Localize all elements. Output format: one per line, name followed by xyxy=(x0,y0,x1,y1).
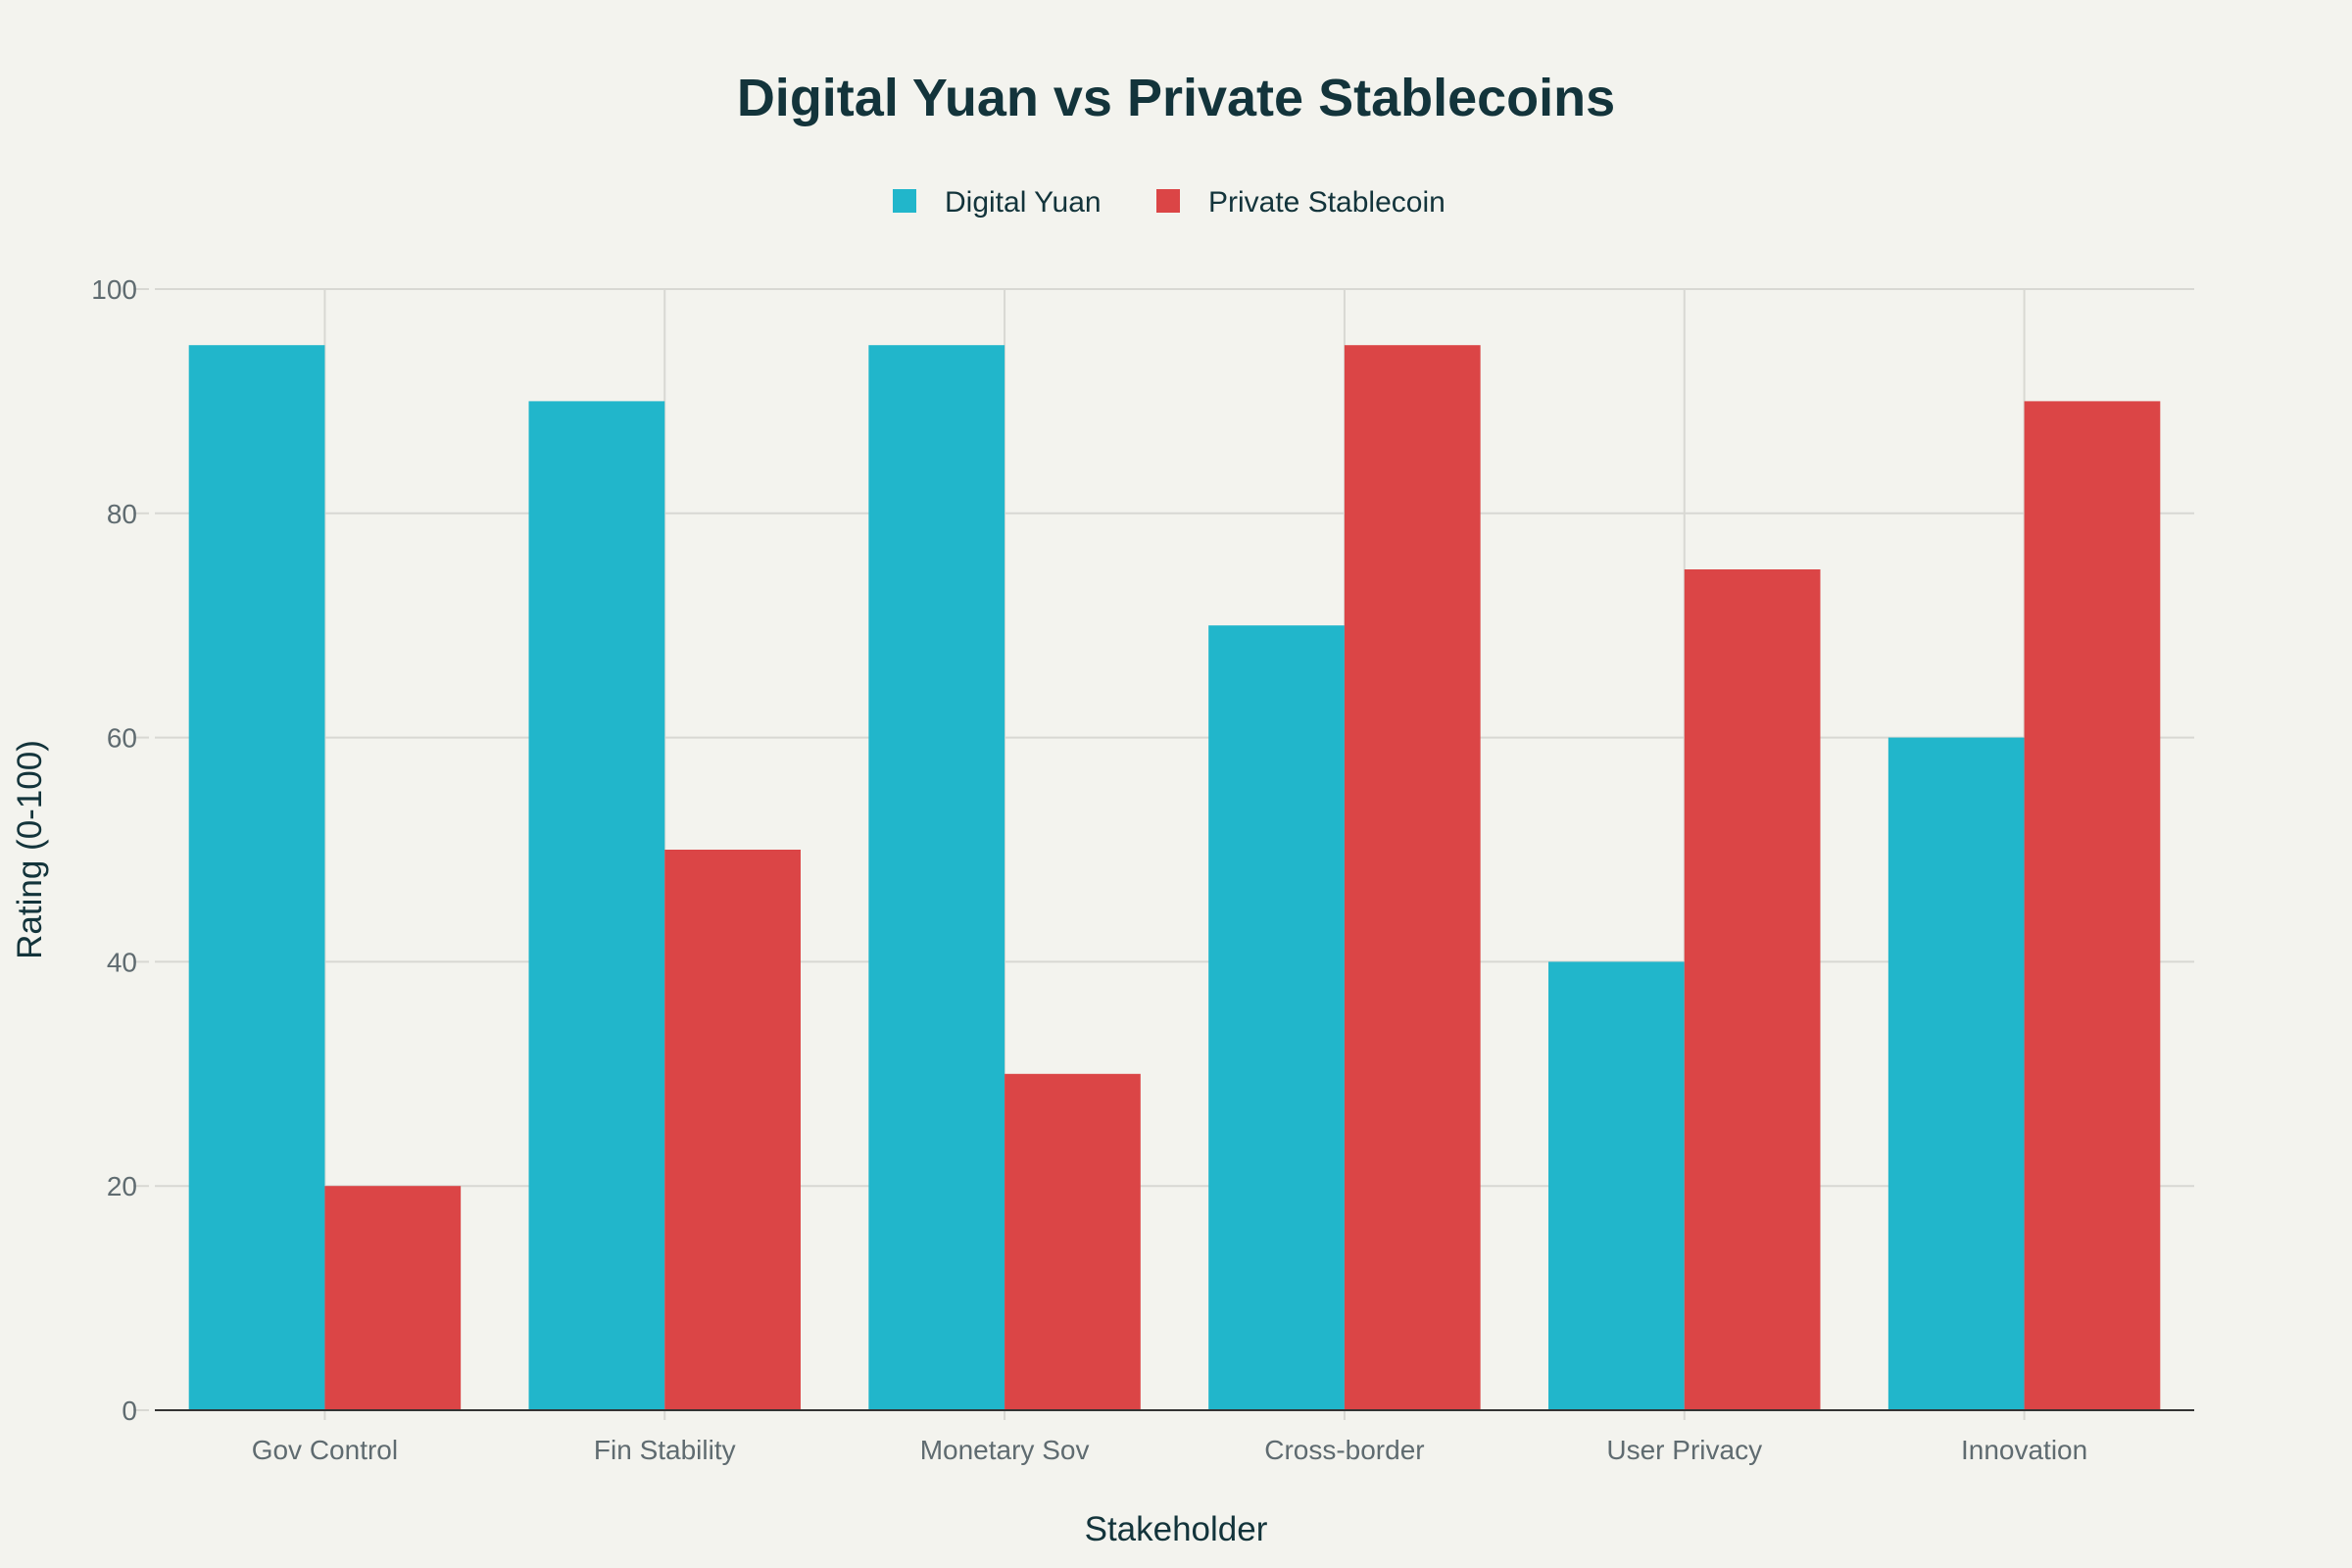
x-tick-label: Cross-border xyxy=(1264,1435,1424,1465)
bar-digital-yuan-user-privacy xyxy=(1548,961,1685,1410)
legend-label-private-stablecoin: Private Stablecoin xyxy=(1208,186,1446,219)
bar-private-stablecoin-monetary-sov xyxy=(1004,1073,1141,1410)
y-axis-ticks: 0 20 40 60 80 100 xyxy=(91,274,149,1426)
x-tick-label: Gov Control xyxy=(252,1435,398,1465)
bar-private-stablecoin-innovation xyxy=(2024,401,2161,1410)
bars xyxy=(155,345,2194,1411)
bar-digital-yuan-innovation xyxy=(1887,737,2025,1410)
x-tick-label: Innovation xyxy=(1961,1435,2087,1465)
bar-private-stablecoin-user-privacy xyxy=(1684,569,1821,1410)
x-tick-label: Fin Stability xyxy=(594,1435,736,1465)
legend-swatch-digital-yuan xyxy=(893,189,916,213)
legend: Digital Yuan Private Stablecoin xyxy=(893,186,1446,219)
legend-label-digital-yuan: Digital Yuan xyxy=(945,186,1102,219)
y-tick-label: 100 xyxy=(91,274,137,305)
bar-digital-yuan-fin-stability xyxy=(528,401,665,1410)
y-tick-label: 60 xyxy=(107,723,137,754)
bar-private-stablecoin-gov-control xyxy=(324,1186,462,1410)
bar-private-stablecoin-cross-border xyxy=(1344,345,1481,1411)
y-axis-title: Rating (0-100) xyxy=(11,740,49,959)
bar-digital-yuan-gov-control xyxy=(188,345,325,1411)
bar-digital-yuan-monetary-sov xyxy=(868,345,1005,1411)
x-tick-label: Monetary Sov xyxy=(920,1435,1090,1465)
x-tick-label: User Privacy xyxy=(1606,1435,1762,1465)
bar-private-stablecoin-fin-stability xyxy=(664,850,801,1410)
y-tick-label: 0 xyxy=(122,1396,137,1426)
y-tick-label: 40 xyxy=(107,947,137,977)
y-tick-label: 80 xyxy=(107,499,137,529)
x-axis-ticks: Gov Control Fin Stability Monetary Sov Cros… xyxy=(252,1435,2087,1465)
x-axis-title: Stakeholder xyxy=(1085,1510,1268,1548)
bar-digital-yuan-cross-border xyxy=(1208,625,1345,1410)
y-tick-label: 20 xyxy=(107,1171,137,1201)
chart-title: Digital Yuan vs Private Stablecoins xyxy=(737,69,1615,127)
legend-swatch-private-stablecoin xyxy=(1156,189,1180,213)
